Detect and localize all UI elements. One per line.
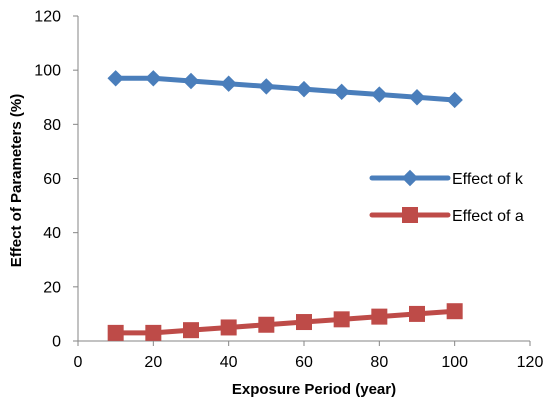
data-point — [183, 322, 199, 339]
y-axis-ticks: 0 20 40 60 80 100 120 — [34, 9, 78, 351]
data-point — [145, 324, 162, 341]
legend-marker — [401, 169, 419, 187]
data-point — [220, 75, 237, 92]
data-point — [371, 308, 388, 325]
y-axis-title: Effect of Parameters (%) — [8, 94, 25, 267]
legend-label: Effect of k — [452, 171, 524, 188]
data-point — [145, 70, 162, 87]
series-line — [113, 75, 458, 103]
legend: Effect of k Effect of a — [369, 169, 524, 225]
x-tick-label: 60 — [295, 354, 313, 371]
y-tick-label: 20 — [43, 279, 61, 296]
x-tick-label: 20 — [144, 354, 162, 371]
series-line — [113, 308, 458, 336]
y-tick-label: 80 — [43, 117, 61, 134]
x-tick-label: 40 — [220, 354, 238, 371]
series-layer — [107, 70, 463, 341]
y-tick-label: 120 — [34, 9, 61, 26]
data-point — [182, 72, 200, 90]
legend-item: Effect of a — [369, 207, 524, 225]
data-point — [220, 319, 237, 336]
series-2 — [107, 303, 463, 341]
y-tick-label: 40 — [43, 225, 61, 242]
data-point — [446, 91, 463, 109]
legend-label: Effect of a — [452, 208, 524, 225]
x-axis-title: Exposure Period (year) — [232, 381, 396, 398]
data-point — [333, 311, 350, 328]
x-tick-label: 120 — [517, 354, 544, 371]
data-point — [107, 70, 124, 87]
data-point — [409, 305, 425, 322]
data-point — [258, 78, 275, 95]
series-1 — [107, 70, 463, 109]
data-point — [333, 83, 350, 101]
data-point — [295, 80, 313, 98]
data-point — [446, 303, 463, 320]
x-tick-label: 0 — [74, 354, 83, 371]
y-tick-label: 100 — [34, 63, 61, 80]
data-point — [296, 314, 312, 331]
x-tick-label: 80 — [370, 354, 388, 371]
legend-marker — [402, 207, 418, 223]
x-tick-label: 100 — [441, 354, 468, 371]
y-tick-label: 0 — [52, 334, 61, 351]
legend-item: Effect of k — [369, 169, 524, 188]
data-point — [408, 89, 426, 106]
data-point — [371, 86, 388, 103]
data-point — [107, 324, 124, 341]
data-point — [258, 316, 275, 333]
y-tick-label: 60 — [43, 171, 61, 188]
x-axis-ticks: 0 20 40 60 80 100 120 — [74, 341, 544, 371]
